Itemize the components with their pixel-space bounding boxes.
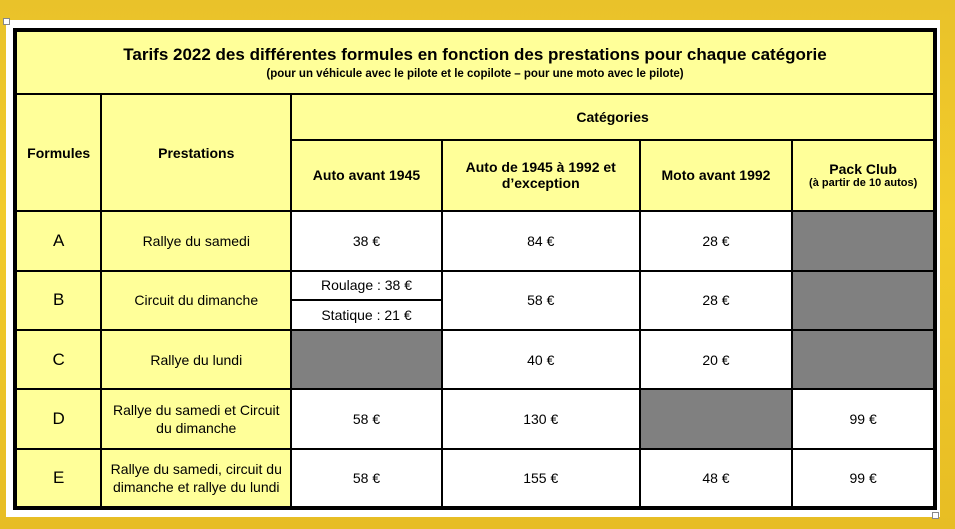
- price-cell: 58 €: [290, 388, 443, 450]
- price-cell: 130 €: [440, 388, 641, 450]
- unavailable-cell: [791, 328, 936, 391]
- price-cell: 99 €: [791, 447, 936, 510]
- tariffs-table: Tarifs 2022 des différentes formules en …: [13, 28, 937, 510]
- formule-cell: A: [13, 210, 103, 272]
- pack-club-label: Pack Club: [829, 161, 897, 178]
- price-cell: 38 €: [290, 210, 443, 272]
- table-title-cell: Tarifs 2022 des différentes formules en …: [14, 28, 936, 96]
- price-cell: 40 €: [440, 328, 641, 391]
- formule-cell: E: [13, 447, 103, 510]
- table-row-split: Statique : 21 €: [15, 299, 935, 331]
- header-pack-club: Pack Club (à partir de 10 autos): [791, 138, 936, 213]
- header-prestations: Prestations: [100, 93, 293, 213]
- price-cell: 155 €: [440, 447, 641, 510]
- table-row: A Rallye du samedi 38 € 84 € 28 €: [13, 210, 936, 272]
- unavailable-cell: [791, 269, 936, 331]
- header-auto-avant-1945: Auto avant 1945: [290, 138, 443, 213]
- prestation-cell: Rallye du lundi: [100, 328, 293, 391]
- unavailable-cell: [791, 210, 936, 272]
- price-cell: 58 €: [290, 447, 443, 510]
- resize-handle-bottom-right[interactable]: [932, 512, 939, 519]
- formule-cell: D: [13, 388, 103, 450]
- price-cell-roulage: Roulage : 38 €: [290, 269, 443, 302]
- unavailable-cell: [638, 388, 794, 450]
- header-auto-1945-1992: Auto de 1945 à 1992 et d’exception: [440, 138, 641, 213]
- resize-handle-top-left[interactable]: [3, 18, 10, 25]
- price-cell: 28 €: [638, 269, 794, 331]
- prestation-cell: Rallye du samedi et Circuit du dimanche: [100, 388, 293, 450]
- header-moto-avant-1992: Moto avant 1992: [638, 138, 794, 213]
- document-page: Tarifs 2022 des différentes formules en …: [6, 20, 940, 517]
- prestation-cell: Rallye du samedi: [100, 210, 293, 272]
- price-cell: 48 €: [638, 447, 794, 510]
- price-cell: 58 €: [440, 269, 641, 331]
- price-cell-statique: Statique : 21 €: [290, 299, 443, 331]
- pack-club-note: (à partir de 10 autos): [809, 177, 918, 190]
- table-row: B Circuit du dimanche Roulage : 38 € 58 …: [13, 269, 936, 331]
- header-categories: Catégories: [290, 93, 936, 141]
- prestation-cell: Circuit du dimanche: [100, 269, 293, 331]
- unavailable-cell: [290, 328, 443, 391]
- table-title: Tarifs 2022 des différentes formules en …: [123, 45, 827, 65]
- prestation-cell: Rallye du samedi, circuit du dimanche et…: [100, 447, 293, 510]
- formule-cell: B: [13, 269, 103, 331]
- table-subtitle: (pour un véhicule avec le pilote et le c…: [266, 68, 684, 81]
- price-cell: 20 €: [638, 328, 794, 391]
- price-cell: 28 €: [638, 210, 794, 272]
- table-row: E Rallye du samedi, circuit du dimanche …: [13, 447, 936, 510]
- table-row: C Rallye du lundi 40 € 20 €: [13, 328, 936, 391]
- table-row: D Rallye du samedi et Circuit du dimanch…: [13, 388, 936, 450]
- price-cell: 99 €: [791, 388, 936, 450]
- formule-cell: C: [13, 328, 103, 391]
- header-formules: Formules: [13, 93, 103, 213]
- price-cell: 84 €: [440, 210, 641, 272]
